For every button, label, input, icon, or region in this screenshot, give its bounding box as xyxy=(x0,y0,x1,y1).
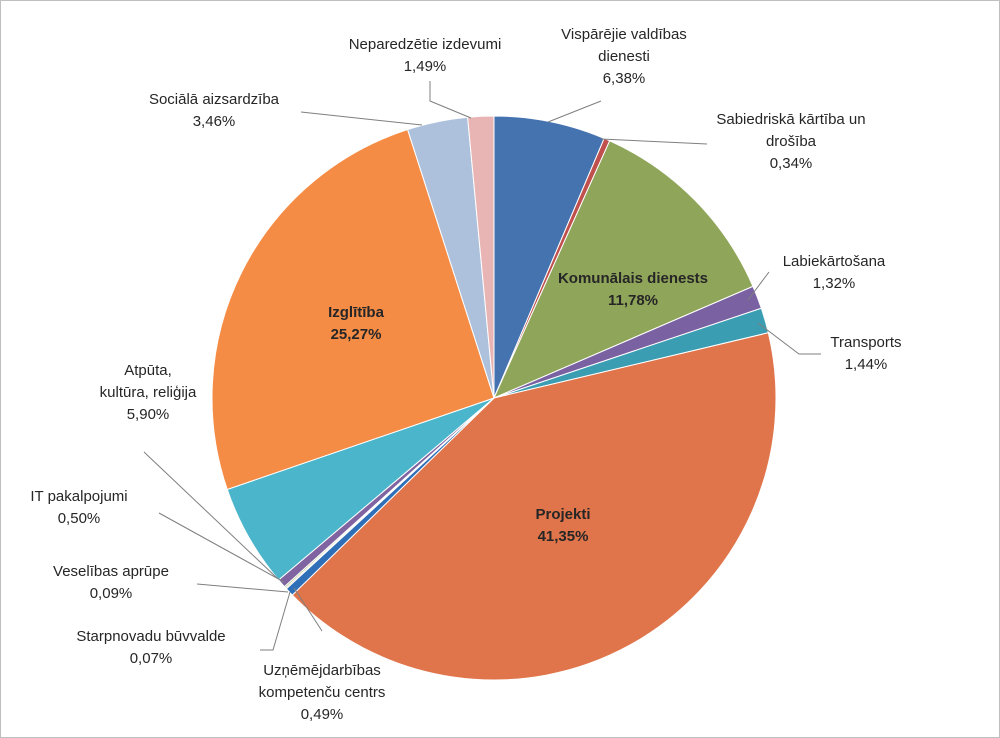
label-pct-komunalais: 11,78% xyxy=(608,292,658,309)
label-name-uznemejdarbibas: Uzņēmējdarbības xyxy=(263,662,381,679)
label-name-socialā: Sociālā aizsardzība xyxy=(149,91,280,108)
label-name-kartiba: drošība xyxy=(766,133,817,150)
label-name-uznemejdarbibas: kompetenču centrs xyxy=(259,684,386,701)
leader-it xyxy=(158,512,285,583)
label-pct-starpnovadu: 0,07% xyxy=(130,650,173,667)
slice-visparejie xyxy=(493,115,605,399)
leader-uznemejdarbibas xyxy=(293,587,323,632)
label-name-atputa: Atpūta, xyxy=(124,362,172,379)
label-projekti: Projekti 41,35% xyxy=(535,506,590,545)
label-name-visparejie: dienesti xyxy=(598,48,650,65)
slice-komunalais xyxy=(493,140,754,399)
label-pct-projekti: 41,35% xyxy=(538,528,589,545)
label-pct-visparejie: 6,38% xyxy=(603,70,646,87)
label-transports: Transports 1,44% xyxy=(830,334,901,373)
label-it: IT pakalpojumi 0,50% xyxy=(30,488,127,527)
leader-atputa xyxy=(143,451,278,579)
label-atputa: Atpūta, kultūra, reliģija 5,90% xyxy=(100,362,197,423)
label-socialā: Sociālā aizsardzība 3,46% xyxy=(149,91,280,130)
label-name-visparejie: Vispārējie valdības xyxy=(561,26,687,43)
label-pct-transports: 1,44% xyxy=(845,356,888,373)
label-name-veseliba: Veselības aprūpe xyxy=(53,563,169,580)
label-visparejie: Vispārējie valdības dienesti 6,38% xyxy=(561,26,687,87)
leader-transports xyxy=(757,322,821,355)
leader-neparedzetie xyxy=(429,81,472,119)
slice-neparedzetie xyxy=(467,115,495,399)
label-name-komunalais: Komunālais dienests xyxy=(558,270,708,287)
label-pct-it: 0,50% xyxy=(58,510,101,527)
leader-kartiba xyxy=(600,138,708,145)
label-name-starpnovadu: Starpnovadu būvvalde xyxy=(76,628,225,645)
label-name-it: IT pakalpojumi xyxy=(30,488,127,505)
label-name-transports: Transports xyxy=(830,334,901,351)
label-starpnovadu: Starpnovadu būvvalde 0,07% xyxy=(76,628,225,667)
label-pct-labiekartosana: 1,32% xyxy=(813,275,856,292)
slice-izglitiba xyxy=(211,128,495,491)
leader-veseliba xyxy=(196,583,289,593)
leader-labiekartosana xyxy=(747,271,770,301)
leader-lines xyxy=(143,81,821,651)
label-name-atputa: kultūra, reliģija xyxy=(100,384,197,401)
label-pct-veseliba: 0,09% xyxy=(90,585,133,602)
label-name-projekti: Projekti xyxy=(535,506,590,523)
label-kartiba: Sabiedriskā kārtība un drošība 0,34% xyxy=(716,111,865,172)
leader-starpnovadu xyxy=(260,591,291,651)
label-izglitiba: Izglītība 25,27% xyxy=(328,304,384,343)
label-name-kartiba: Sabiedriskā kārtība un xyxy=(716,111,865,128)
label-neparedzetie: Neparedzētie izdevumi 1,49% xyxy=(349,36,502,75)
label-pct-uznemejdarbibas: 0,49% xyxy=(301,706,344,723)
label-name-izglitiba: Izglītība xyxy=(328,304,384,321)
label-pct-socialā: 3,46% xyxy=(193,113,236,130)
label-name-neparedzetie: Neparedzētie izdevumi xyxy=(349,36,502,53)
label-veseliba: Veselības aprūpe 0,09% xyxy=(53,563,169,602)
label-labiekartosana: Labiekārtošana 1,32% xyxy=(783,253,886,292)
label-pct-kartiba: 0,34% xyxy=(770,155,813,172)
leader-socialā xyxy=(300,111,423,126)
label-name-labiekartosana: Labiekārtošana xyxy=(783,253,886,270)
slice-projekti xyxy=(291,332,777,681)
leader-visparejie xyxy=(547,100,602,123)
label-pct-neparedzetie: 1,49% xyxy=(404,58,447,75)
pie-slices xyxy=(211,115,777,681)
label-uznemejdarbibas: Uzņēmējdarbības kompetenču centrs 0,49% xyxy=(259,662,386,723)
label-pct-atputa: 5,90% xyxy=(127,406,170,423)
label-pct-izglitiba: 25,27% xyxy=(331,326,382,343)
label-komunalais: Komunālais dienests 11,78% xyxy=(558,270,708,309)
data-labels: Vispārējie valdības dienesti 6,38% Sabiedri… xyxy=(30,26,901,723)
